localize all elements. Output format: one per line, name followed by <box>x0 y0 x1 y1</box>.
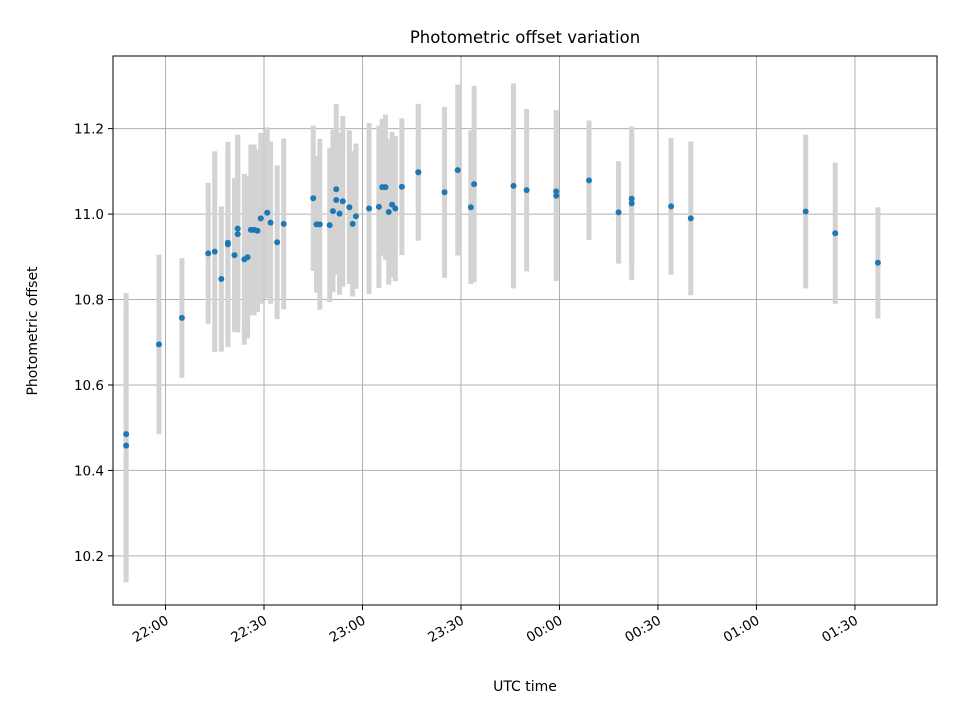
data-point <box>668 203 675 210</box>
data-point <box>553 192 560 199</box>
y-tick-label: 10.8 <box>74 293 104 309</box>
data-point <box>333 196 340 203</box>
data-points <box>123 167 881 449</box>
data-point <box>398 183 405 190</box>
data-point <box>310 195 317 202</box>
data-point <box>615 209 622 216</box>
y-tick-label: 10.4 <box>74 463 104 479</box>
y-tick-label: 11.0 <box>74 207 104 223</box>
data-point <box>510 182 517 189</box>
y-tick-label: 10.6 <box>74 378 104 394</box>
data-point <box>471 181 478 188</box>
y-tick-label: 10.2 <box>74 549 104 565</box>
data-point <box>123 431 130 438</box>
data-point <box>832 230 839 237</box>
data-point <box>586 177 593 184</box>
data-point <box>257 215 264 222</box>
data-point <box>326 222 333 229</box>
data-point <box>234 225 241 232</box>
data-point <box>628 200 635 207</box>
data-point <box>333 186 340 193</box>
data-point <box>366 205 373 212</box>
data-point <box>382 184 389 191</box>
data-point <box>349 220 356 227</box>
plot-frame <box>112 55 938 606</box>
data-point <box>415 169 422 176</box>
data-point <box>316 221 323 228</box>
data-point <box>375 203 382 210</box>
y-tick-label: 11.2 <box>74 122 104 138</box>
x-axis-label: UTC time <box>493 679 557 695</box>
data-point <box>274 239 281 246</box>
chart-title: Photometric offset variation <box>410 28 640 47</box>
data-point <box>218 276 225 283</box>
data-point <box>178 314 185 321</box>
data-point <box>441 189 448 196</box>
data-point <box>874 259 881 266</box>
y-axis-label: Photometric offset <box>25 266 41 396</box>
data-point <box>802 208 809 215</box>
data-point <box>280 220 287 227</box>
data-point <box>687 215 694 222</box>
data-point <box>205 250 212 257</box>
data-point <box>254 227 261 234</box>
data-point <box>628 195 635 202</box>
data-point <box>234 231 241 238</box>
data-point <box>155 341 162 348</box>
data-point <box>123 442 130 449</box>
data-point <box>553 188 560 195</box>
data-point <box>211 248 218 255</box>
data-point <box>454 167 461 174</box>
data-point <box>385 208 392 215</box>
data-point <box>336 210 343 217</box>
data-point <box>231 252 238 259</box>
data-point <box>224 239 231 246</box>
data-point <box>523 187 530 194</box>
y-axis-ticks: 10.2 10.4 10.6 10.8 11.0 11.2 <box>74 122 113 565</box>
data-point <box>267 219 274 226</box>
data-point <box>392 205 399 212</box>
data-point <box>346 204 353 211</box>
data-point <box>339 198 346 205</box>
data-point <box>467 204 474 211</box>
data-point <box>264 209 271 216</box>
data-point <box>329 208 336 215</box>
data-point <box>244 254 251 261</box>
data-point <box>352 213 359 220</box>
